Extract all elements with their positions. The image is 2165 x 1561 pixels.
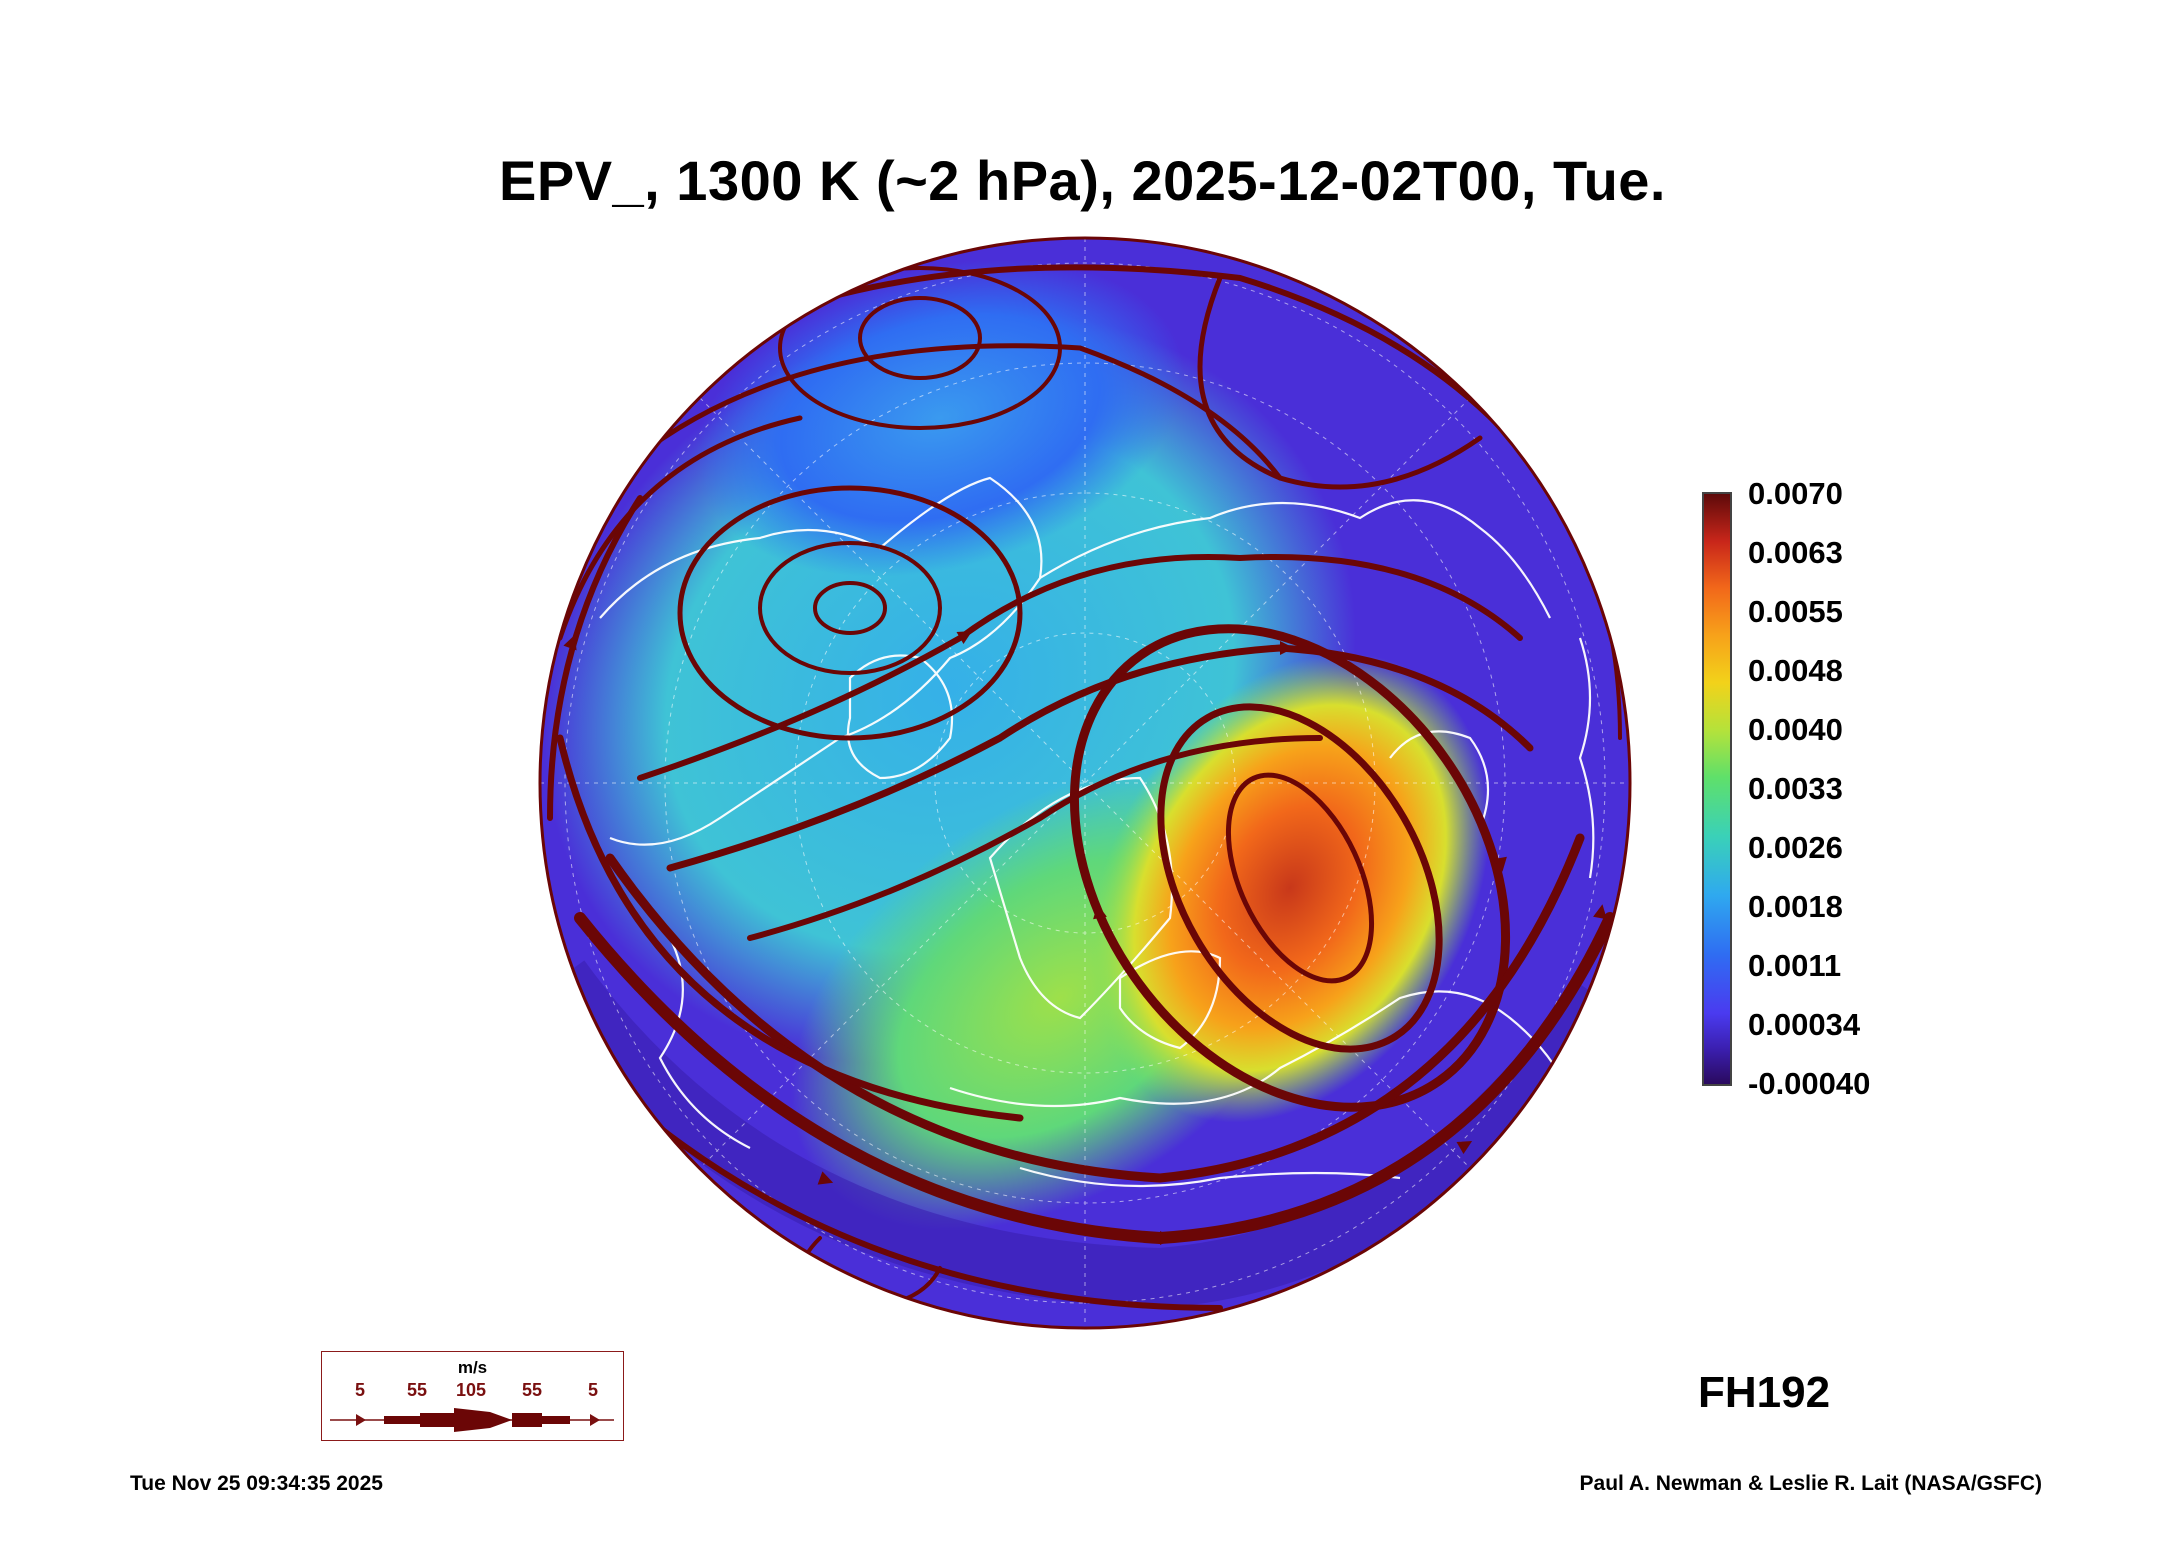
- arrow-marker: [919, 238, 934, 245]
- colorbar-tick-label: 0.0063: [1748, 535, 1843, 570]
- wind-legend-unit: m/s: [457, 1358, 488, 1377]
- streamline-right-loop: [1197, 275, 1483, 490]
- arrow-marker: [1280, 641, 1294, 655]
- streamline-top-arc-3: [557, 415, 803, 641]
- chart-title: EPV_, 1300 K (~2 hPa), 2025-12-02T00, Tu…: [498, 149, 1666, 212]
- wind-legend-speed: 55: [522, 1380, 543, 1400]
- arrow-marker: [563, 634, 577, 651]
- streamline-sweep-1: [637, 554, 1523, 781]
- wind-legend-speed: 55: [407, 1380, 428, 1400]
- streamline-jet-3: [556, 734, 1024, 1122]
- streamline-jet-1: [574, 912, 1616, 1245]
- streamline-vortex-outer: [1069, 624, 1511, 1112]
- credit: Paul A. Newman & Leslie R. Lait (NASA/GS…: [1579, 1472, 2042, 1495]
- lat-lon-grid: [540, 238, 1630, 1328]
- globe-outline: [538, 236, 1632, 1330]
- streamline-top-arc-2: [597, 343, 1283, 491]
- colorbar-tick-label: 0.0048: [1748, 653, 1843, 688]
- wind-legend-speed: 5: [588, 1380, 599, 1400]
- colorbar-tick-label: 0.0033: [1748, 771, 1843, 806]
- wind-legend-speed: 5: [355, 1380, 366, 1400]
- streamline-upper-gyre-inner: [858, 296, 982, 380]
- wind-speed-legend: m/s 5 55 105 55 5: [321, 1351, 624, 1441]
- forecast-hour-label: FH192: [1698, 1368, 1831, 1417]
- coastlines: [599, 476, 1595, 1188]
- streamline-sweep-2: [666, 644, 1534, 872]
- streamline-jet-2: [605, 833, 1585, 1183]
- colorbar: [1702, 492, 1732, 1086]
- colorbar-tick-label: 0.0055: [1748, 594, 1843, 629]
- timestamp: Tue Nov 25 09:34:35 2025: [130, 1472, 383, 1495]
- wind-legend-speed: 105: [456, 1380, 487, 1400]
- arrow-marker: [1493, 856, 1507, 872]
- colorbar-tick-label: 0.0026: [1748, 830, 1843, 865]
- arrow-marker: [1093, 904, 1107, 920]
- upper-blue-field: [695, 259, 1185, 577]
- arrow-marker: [590, 1414, 600, 1426]
- colorbar-tick-label: 0.0070: [1748, 476, 1843, 511]
- polar-night-jet-band: [540, 960, 1625, 1309]
- arrow-marker: [356, 1414, 366, 1426]
- streamline-left-gyre-inner: [813, 581, 887, 635]
- arrow-marker: [1593, 904, 1607, 920]
- arrow-marker: [1160, 1231, 1174, 1245]
- colorbar-tick-label: 0.00034: [1748, 1007, 1861, 1042]
- arrow-marker: [817, 1171, 834, 1185]
- streamline-vortex-inner: [1225, 772, 1375, 984]
- streamline-left-gyre-outer: [677, 485, 1023, 741]
- polar-map: [538, 236, 1632, 1330]
- streamline-sweep-3: [747, 735, 1323, 941]
- streamline-vortex-mid: [1157, 703, 1443, 1053]
- wind-legend-graphic: [330, 1408, 614, 1432]
- colorbar-tick-label: 0.0018: [1748, 889, 1843, 924]
- streamline-left-gyre-mid: [758, 541, 942, 675]
- colorbar-tick-label: 0.0040: [1748, 712, 1843, 747]
- arrow-marker: [1456, 1141, 1473, 1155]
- colorbar-tick-label: -0.00040: [1748, 1066, 1871, 1101]
- arrow-marker: [956, 631, 973, 645]
- colorbar-tick-label: 0.0011: [1748, 948, 1842, 983]
